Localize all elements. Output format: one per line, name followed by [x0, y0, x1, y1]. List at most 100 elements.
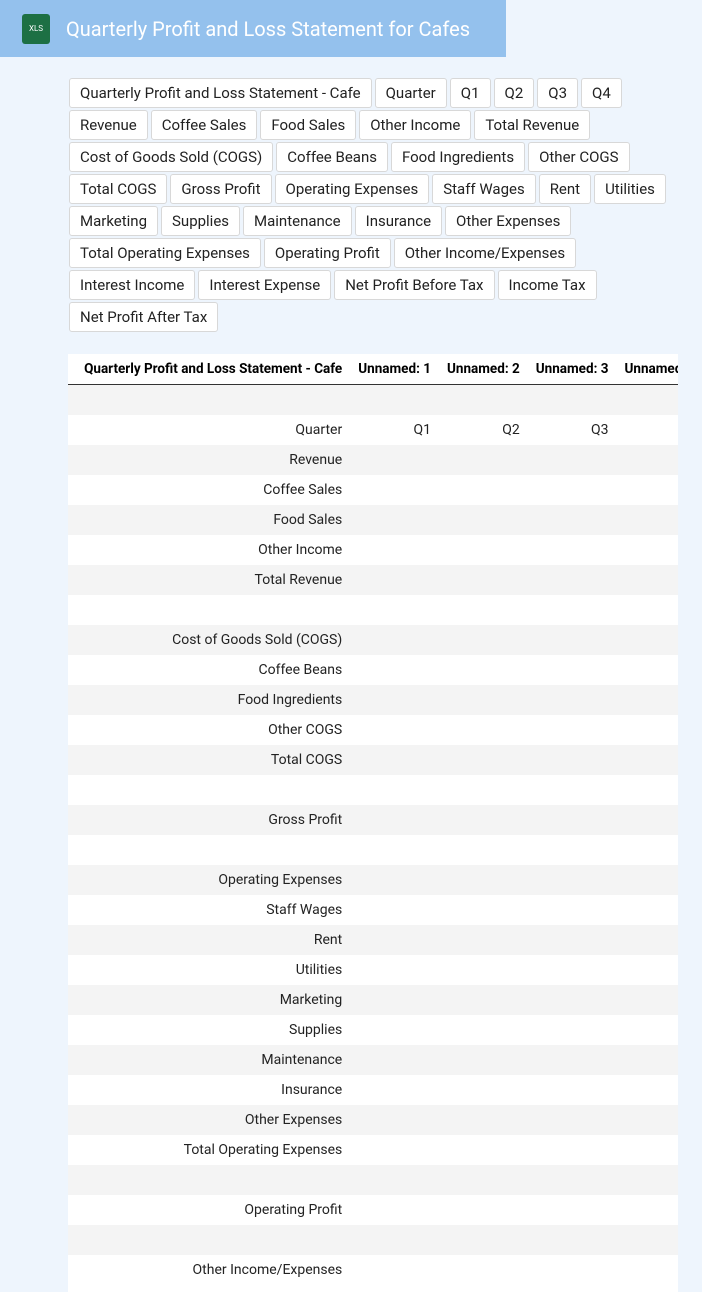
tag-button[interactable]: Maintenance [243, 206, 352, 236]
cell [616, 475, 678, 505]
tag-button[interactable]: Other Income [359, 110, 472, 140]
cell [439, 775, 528, 805]
table-row: 10 Food Ingredients [68, 685, 678, 715]
table-row: 21 Supplies [68, 1015, 678, 1045]
cell [528, 595, 617, 625]
cell [528, 985, 617, 1015]
row-index: 3 [68, 475, 76, 505]
tag-button[interactable]: Rent [538, 174, 592, 204]
row-index: 24 [68, 1105, 76, 1135]
table-row: 2 Revenue [68, 445, 678, 475]
tag-button[interactable]: Other Expenses [445, 206, 572, 236]
cell: Total Operating Expenses [183, 1142, 343, 1158]
tag-button[interactable]: Revenue [69, 110, 148, 140]
tag-button[interactable]: Staff Wages [432, 174, 536, 204]
cell [616, 655, 678, 685]
tag-button[interactable]: Quarter [374, 78, 447, 108]
row-index: 29 [68, 1255, 76, 1285]
tag-button[interactable]: Q4 [581, 78, 622, 108]
row-index: 12 [68, 745, 76, 775]
cell [616, 1015, 678, 1045]
cell [616, 1135, 678, 1165]
cell [439, 505, 528, 535]
cell [616, 535, 678, 565]
table-row: 3 Coffee Sales [68, 475, 678, 505]
cell [616, 1075, 678, 1105]
tag-button[interactable]: Insurance [354, 206, 443, 236]
tag-button[interactable]: Q3 [537, 78, 579, 108]
tag-button[interactable]: Operating Profit [263, 238, 391, 268]
cell: Coffee Sales [263, 482, 343, 498]
tag-button[interactable]: Supplies [161, 206, 241, 236]
cell [616, 685, 678, 715]
tag-button[interactable]: Quarterly Profit and Loss Statement - Ca… [69, 78, 372, 108]
cell [439, 715, 528, 745]
file-icon: XLS [22, 13, 50, 44]
column-header: Unnamed: 3 [527, 354, 617, 385]
table-row: 5 Other Income [68, 535, 678, 565]
cell [350, 505, 439, 535]
cell [528, 1135, 617, 1165]
header: XLS Quarterly Profit and Loss Statement … [0, 0, 506, 57]
tag-button[interactable]: Other COGS [528, 142, 630, 172]
tag-button[interactable]: Food Ingredients [390, 142, 526, 172]
tag-button[interactable]: Total Operating Expenses [69, 238, 261, 268]
cell [350, 1045, 439, 1075]
table-row: 25 Total Operating Expenses [68, 1135, 678, 1165]
tag-button[interactable]: Interest Income [69, 270, 196, 300]
tag-button[interactable]: Net Profit Before Tax [334, 270, 495, 300]
cell [350, 1225, 439, 1255]
cell [439, 955, 528, 985]
row-index: 5 [68, 535, 76, 565]
table-row: 1 Quarter Q1 Q2 Q3 Q4 [68, 415, 678, 445]
tag-button[interactable]: Total Revenue [474, 110, 591, 140]
cell [616, 565, 678, 595]
tag-button[interactable]: Net Profit After Tax [69, 302, 219, 332]
cell [616, 1045, 678, 1075]
cell [616, 445, 678, 475]
tag-button[interactable]: Q1 [449, 78, 491, 108]
tag-button[interactable]: Marketing [69, 206, 159, 236]
table-body: 01 Quarter Q1 Q2 Q3 Q4 2 Revenue 3 Coffee Sales 4 F… [68, 384, 678, 1285]
cell [528, 1045, 617, 1075]
row-index: 11 [68, 715, 76, 745]
cell [616, 835, 678, 865]
tag-button[interactable]: Interest Expense [198, 270, 332, 300]
row-index: 18 [68, 925, 76, 955]
table-viewport: Quarterly Profit and Loss Statement - Ca… [68, 354, 678, 1292]
tag-button[interactable]: Utilities [594, 174, 666, 204]
tag-button[interactable]: Other Income/Expenses [393, 238, 577, 268]
cell: Cost of Goods Sold (COGS) [172, 632, 343, 648]
tag-button[interactable]: Coffee Sales [150, 110, 258, 140]
column-header: Unnamed: 4 [616, 354, 678, 385]
cell [616, 985, 678, 1015]
cell: Utilities [295, 962, 343, 978]
cell [439, 895, 528, 925]
cell [350, 805, 439, 835]
cell [439, 445, 528, 475]
row-index: 15 [68, 835, 76, 865]
tag-button[interactable]: Income Tax [497, 270, 597, 300]
cell [616, 1195, 678, 1225]
tag-button[interactable]: Q2 [493, 78, 535, 108]
tag-button[interactable]: Operating Expenses [274, 174, 430, 204]
tag-button[interactable]: Food Sales [260, 110, 357, 140]
table-row: 0 [68, 384, 678, 415]
cell [350, 1075, 439, 1105]
tag-button[interactable]: Total COGS [69, 174, 168, 204]
cell [350, 565, 439, 595]
cell [528, 535, 617, 565]
cell: Total Revenue [254, 572, 343, 588]
cell [528, 655, 617, 685]
cell: Coffee Beans [258, 662, 343, 678]
tag-button[interactable]: Cost of Goods Sold (COGS) [69, 142, 274, 172]
table-row: 4 Food Sales [68, 505, 678, 535]
column-header: Unnamed: 1 [350, 354, 439, 385]
table-row: 13 [68, 775, 678, 805]
cell [439, 535, 528, 565]
row-index: 21 [68, 1015, 76, 1045]
cell [350, 625, 439, 655]
tag-button[interactable]: Coffee Beans [276, 142, 388, 172]
tag-button[interactable]: Gross Profit [170, 174, 272, 204]
